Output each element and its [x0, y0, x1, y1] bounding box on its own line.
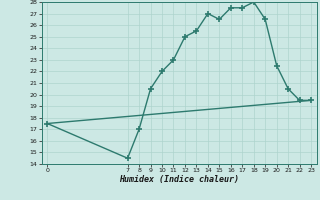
X-axis label: Humidex (Indice chaleur): Humidex (Indice chaleur)	[119, 175, 239, 184]
